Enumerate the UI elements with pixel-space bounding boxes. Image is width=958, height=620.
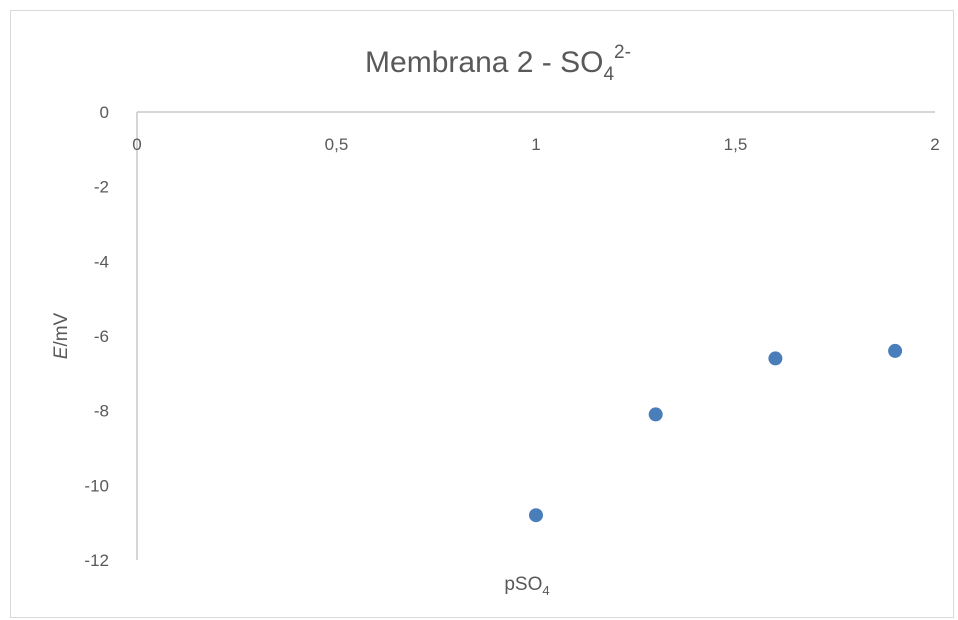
- data-point: [529, 508, 543, 523]
- x-tick-labels: 0 0,5 1 1,5 2: [132, 135, 939, 154]
- y-tick-label: -10: [84, 476, 109, 495]
- x-tick-label: 1: [531, 135, 540, 154]
- x-axis-label: pSO4: [504, 574, 549, 598]
- data-point: [768, 351, 783, 366]
- y-tick-labels: 0 -2 -4 -6 -8 -10 -12: [84, 103, 109, 570]
- y-tick-label: -12: [84, 551, 109, 570]
- y-axis-label: E/mV: [51, 312, 72, 359]
- data-point: [648, 407, 663, 422]
- x-tick-label: 0: [132, 135, 141, 154]
- y-tick-label: -4: [94, 252, 109, 271]
- x-tick-label: 2: [930, 135, 939, 154]
- x-tick-label: 1,5: [724, 135, 748, 154]
- y-tick-label: 0: [100, 103, 109, 122]
- y-tick-label: -8: [94, 402, 109, 421]
- y-tick-label: -6: [94, 327, 109, 346]
- data-points: [529, 343, 903, 523]
- x-tick-label: 0,5: [325, 135, 349, 154]
- chart-frame: [10, 10, 954, 618]
- y-tick-label: -2: [94, 178, 109, 197]
- chart-title: Membrana 2 - SO42-: [365, 42, 631, 85]
- data-point: [888, 343, 903, 358]
